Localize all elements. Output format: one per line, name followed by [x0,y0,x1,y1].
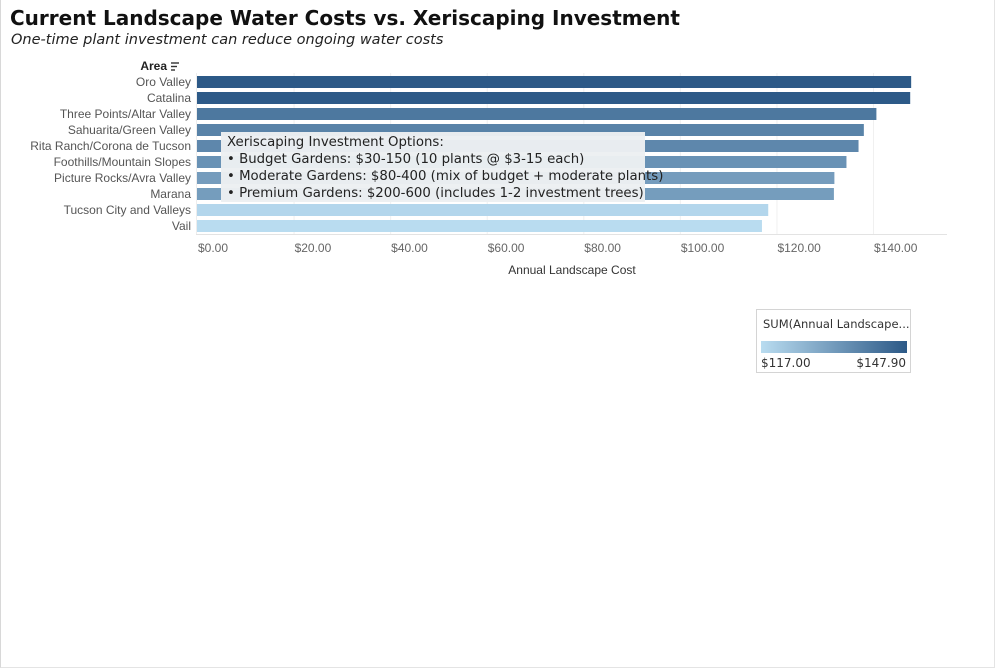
x-tick-label: $120.00 [777,241,821,255]
chart-subtitle: One-time plant investment can reduce ong… [11,32,444,48]
x-tick-label: $60.00 [488,241,525,255]
category-label[interactable]: Vail [172,219,191,233]
bar[interactable] [197,76,912,88]
annotation-line-premium: • Premium Gardens: $200-600 (includes 1-… [227,186,644,201]
annotation-heading: Xeriscaping Investment Options: [227,135,444,150]
legend-title: SUM(Annual Landscape... [763,317,910,331]
bar[interactable] [197,108,877,120]
legend-min-label: $117.00 [761,356,811,370]
x-tick-label: $20.00 [295,241,332,255]
category-label[interactable]: Foothills/Mountain Slopes [54,155,191,169]
x-axis-title: Annual Landscape Cost [508,263,636,277]
annotation-line-moderate: • Moderate Gardens: $80-400 (mix of budg… [227,169,664,184]
x-tick-label: $140.00 [874,241,918,255]
xeriscaping-annotation: Xeriscaping Investment Options: • Budget… [221,132,664,202]
category-label[interactable]: Rita Ranch/Corona de Tucson [30,139,191,153]
category-label[interactable]: Tucson City and Valleys [64,203,191,217]
x-tick-label: $0.00 [198,241,228,255]
category-label[interactable]: Catalina [147,91,191,105]
bar[interactable] [197,204,769,216]
category-label[interactable]: Sahuarita/Green Valley [68,123,191,137]
x-tick-label: $40.00 [391,241,428,255]
category-label[interactable]: Marana [150,187,191,201]
category-label[interactable]: Oro Valley [136,75,191,89]
bar[interactable] [197,220,762,232]
legend-max-label: $147.90 [856,356,906,370]
x-tick-label: $80.00 [584,241,621,255]
category-label[interactable]: Three Points/Altar Valley [60,107,191,121]
sort-descending-icon[interactable] [171,62,179,71]
bar[interactable] [197,92,911,104]
legend-gradient-bar [761,341,907,353]
annotation-line-budget: • Budget Gardens: $30-150 (10 plants @ $… [227,152,585,167]
category-label[interactable]: Picture Rocks/Avra Valley [54,171,191,185]
row-header-area[interactable]: Area [140,59,167,73]
color-legend[interactable]: SUM(Annual Landscape... $117.00 $147.90 [756,309,911,373]
chart-title: Current Landscape Water Costs vs. Xerisc… [10,6,680,30]
x-tick-label: $100.00 [681,241,725,255]
